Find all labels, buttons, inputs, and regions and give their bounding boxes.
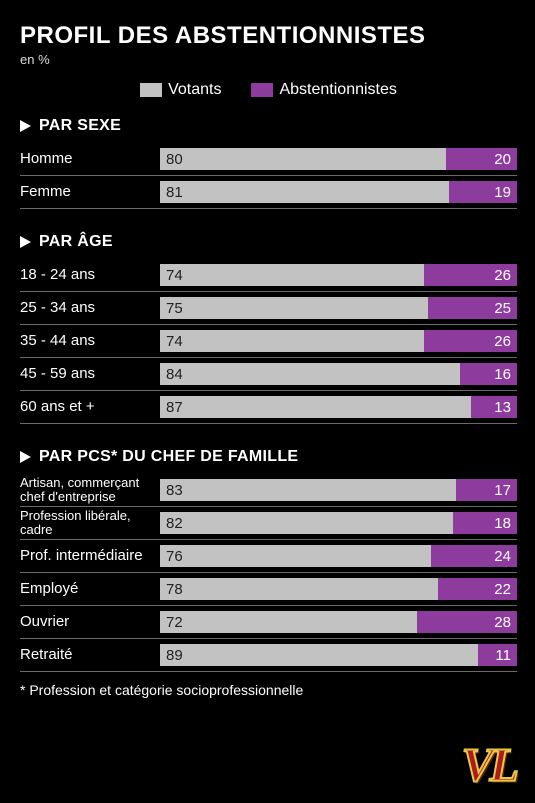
bar-seg-votants: 82 (160, 512, 453, 534)
bar-row: Homme8020 (20, 143, 517, 176)
bar-seg-abstentionnistes: 20 (446, 148, 517, 170)
logo: VL (462, 738, 515, 793)
section-header-label: PAR PCS* DU CHEF DE FAMILLE (39, 448, 298, 466)
bar-seg-abstentionnistes: 24 (431, 545, 517, 567)
bar-seg-abstentionnistes: 19 (449, 181, 517, 203)
legend-label-votants: Votants (168, 81, 221, 99)
bar-seg-abstentionnistes: 22 (438, 578, 517, 600)
bar-track: 8020 (160, 148, 517, 170)
bar-seg-votants: 72 (160, 611, 417, 633)
bar-seg-votants: 80 (160, 148, 446, 170)
bar-track: 8911 (160, 644, 517, 666)
bar-row: 35 - 44 ans7426 (20, 325, 517, 358)
bar-seg-abstentionnistes: 26 (424, 264, 517, 286)
row-label: Homme (20, 151, 160, 168)
bar-row: Ouvrier7228 (20, 606, 517, 639)
row-label: Prof. intermédiaire (20, 548, 160, 565)
legend-label-abstentionnistes: Abstentionnistes (279, 81, 396, 99)
bar-track: 8713 (160, 396, 517, 418)
row-label: 18 - 24 ans (20, 267, 160, 284)
bar-track: 8218 (160, 512, 517, 534)
bar-row: Profession libérale, cadre8218 (20, 507, 517, 540)
bar-seg-votants: 89 (160, 644, 478, 666)
bar-track: 7426 (160, 330, 517, 352)
subtitle: en % (20, 52, 517, 67)
footnote: * Profession et catégorie socioprofessio… (20, 682, 517, 698)
row-label: 35 - 44 ans (20, 333, 160, 350)
bar-seg-abstentionnistes: 11 (478, 644, 517, 666)
bar-seg-votants: 74 (160, 264, 424, 286)
bar-seg-votants: 76 (160, 545, 431, 567)
bar-row: 18 - 24 ans7426 (20, 259, 517, 292)
bar-seg-abstentionnistes: 16 (460, 363, 517, 385)
row-label: 45 - 59 ans (20, 366, 160, 383)
bar-track: 7822 (160, 578, 517, 600)
bar-row: 60 ans et +8713 (20, 391, 517, 424)
bar-track: 8416 (160, 363, 517, 385)
swatch-abstentionnistes (251, 83, 273, 97)
row-label: Employé (20, 581, 160, 598)
swatch-votants (140, 83, 162, 97)
bar-seg-votants: 74 (160, 330, 424, 352)
section-header-age: PAR ÂGE (20, 233, 517, 251)
section-gap (20, 424, 517, 442)
bar-seg-abstentionnistes: 28 (417, 611, 517, 633)
section-gap (20, 209, 517, 227)
legend-item-abstentionnistes: Abstentionnistes (251, 81, 396, 99)
bar-seg-votants: 83 (160, 479, 456, 501)
row-label: Artisan, commerçant chef d'entreprise (20, 476, 160, 505)
legend: Votants Abstentionnistes (20, 81, 517, 99)
page-title: PROFIL DES ABSTENTIONNISTES (20, 22, 517, 50)
row-label: Profession libérale, cadre (20, 509, 160, 538)
arrow-icon (20, 451, 31, 463)
bar-track: 7426 (160, 264, 517, 286)
bar-seg-abstentionnistes: 13 (471, 396, 517, 418)
row-label: Femme (20, 184, 160, 201)
arrow-icon (20, 120, 31, 132)
bar-track: 7228 (160, 611, 517, 633)
bar-seg-votants: 75 (160, 297, 428, 319)
bar-track: 7525 (160, 297, 517, 319)
bar-seg-abstentionnistes: 17 (456, 479, 517, 501)
bar-row: Employé7822 (20, 573, 517, 606)
arrow-icon (20, 236, 31, 248)
bar-row: Prof. intermédiaire7624 (20, 540, 517, 573)
bar-seg-votants: 87 (160, 396, 471, 418)
row-label: Ouvrier (20, 614, 160, 631)
section-header-label: PAR ÂGE (39, 233, 113, 251)
bar-seg-votants: 81 (160, 181, 449, 203)
bar-seg-votants: 84 (160, 363, 460, 385)
bar-seg-abstentionnistes: 25 (428, 297, 517, 319)
bar-row: 45 - 59 ans8416 (20, 358, 517, 391)
legend-item-votants: Votants (140, 81, 221, 99)
row-label: Retraité (20, 647, 160, 664)
row-label: 25 - 34 ans (20, 300, 160, 317)
bar-row: Femme8119 (20, 176, 517, 209)
bar-row: Retraité8911 (20, 639, 517, 672)
bar-row: Artisan, commerçant chef d'entreprise831… (20, 474, 517, 507)
section-header-label: PAR SEXE (39, 117, 121, 135)
section-header-sexe: PAR SEXE (20, 117, 517, 135)
bar-seg-abstentionnistes: 26 (424, 330, 517, 352)
section-header-pcs: PAR PCS* DU CHEF DE FAMILLE (20, 448, 517, 466)
bar-seg-votants: 78 (160, 578, 438, 600)
bar-track: 8119 (160, 181, 517, 203)
row-label: 60 ans et + (20, 399, 160, 416)
bar-track: 8317 (160, 479, 517, 501)
bar-track: 7624 (160, 545, 517, 567)
bar-row: 25 - 34 ans7525 (20, 292, 517, 325)
bar-seg-abstentionnistes: 18 (453, 512, 517, 534)
